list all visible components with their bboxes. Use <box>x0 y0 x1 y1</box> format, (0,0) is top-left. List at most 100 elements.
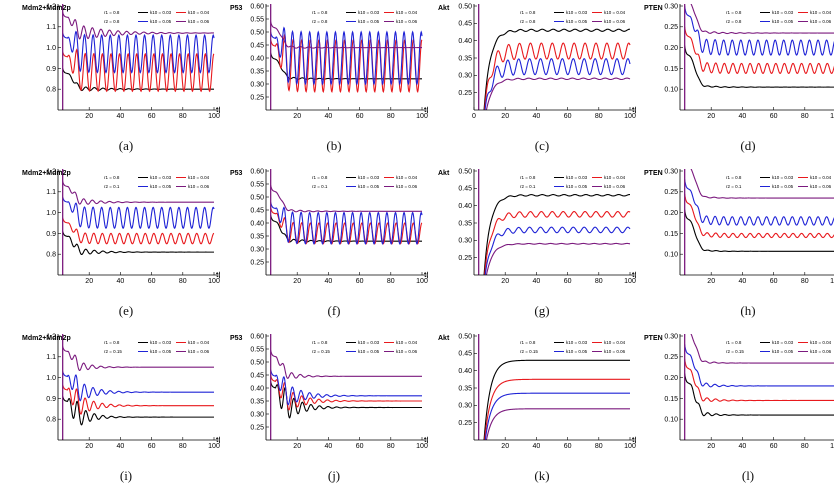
x-axis-label: t(h) <box>424 272 428 279</box>
x-tick-label: 60 <box>770 113 778 120</box>
legend-entry: r1 = 0.8 <box>104 175 120 180</box>
legend-entry: r2 = 0.1 <box>312 184 328 189</box>
x-tick-label: 100 <box>416 443 428 450</box>
x-tick-label: 20 <box>85 113 93 120</box>
y-tick-label: 0.35 <box>250 68 264 75</box>
y-tick-label: 0.20 <box>664 210 678 217</box>
x-tick-label: 20 <box>707 443 715 450</box>
panel-caption: (d) <box>740 138 755 153</box>
y-tick-label: 0.45 <box>458 186 472 193</box>
series-group <box>270 185 423 245</box>
x-tick-label: 20 <box>293 278 301 285</box>
legend-entry: r2 = 0.1 <box>104 184 120 189</box>
series-line-3 <box>484 226 631 275</box>
y-tick-label: 0.25 <box>458 420 472 427</box>
y-tick-label: 0.9 <box>46 396 56 403</box>
y-tick-label: 0.30 <box>664 168 678 175</box>
legend-entry: r1 = 0.8 <box>520 175 536 180</box>
chart-panel-d: 0.100.150.200.250.3020406080100PTENt(h)r… <box>644 3 834 153</box>
series-line-4 <box>485 242 631 275</box>
y-tick-label: 0.25 <box>250 424 264 431</box>
x-tick-label: 80 <box>179 443 187 450</box>
y-tick-label: 0.40 <box>458 38 472 45</box>
panel-caption: (j) <box>328 468 340 483</box>
x-tick-label: 100 <box>624 113 636 120</box>
series-line-1 <box>684 45 834 88</box>
y-axis-label: P53 <box>230 170 243 177</box>
panel-caption: (c) <box>535 138 549 153</box>
y-tick-label: 0.30 <box>458 73 472 80</box>
series-line-4 <box>690 169 834 199</box>
y-tick-label: 0.25 <box>250 259 264 266</box>
y-tick-label: 0.15 <box>664 396 678 403</box>
x-tick-label: 40 <box>117 113 125 120</box>
x-tick-label: 40 <box>533 278 541 285</box>
x-axis-label: t(h) <box>424 107 428 114</box>
y-tick-label: 0.50 <box>250 29 264 36</box>
x-tick-label: 20 <box>293 443 301 450</box>
y-tick-label: 1.1 <box>46 24 56 31</box>
y-tick-label: 0.50 <box>458 168 472 175</box>
y-tick-label: 0.10 <box>664 417 678 424</box>
x-tick-label: 0 <box>472 113 476 120</box>
x-tick-label: 60 <box>564 278 572 285</box>
legend-entry: k10 = 0.03 <box>358 175 380 180</box>
legend-entry: k10 = 0.06 <box>396 349 418 354</box>
chart-panel-h: 0.100.150.200.250.3020406080100PTENt(h)r… <box>644 168 834 318</box>
chart-panel-e: 0.8 0.9 1.0 1.1 1.2 20 40 60 80 100 Mdm2+Mdm2p t(h)… <box>22 168 220 318</box>
y-tick-label: 0.45 <box>250 372 264 379</box>
series-line-4 <box>62 12 215 40</box>
x-axis-label: t(h) <box>632 272 636 279</box>
x-axis-label: t(h) <box>632 437 636 444</box>
series-line-1 <box>483 194 631 275</box>
x-tick-label: 60 <box>564 113 572 120</box>
y-tick-label: 0.25 <box>664 189 678 196</box>
y-tick-label: 0.30 <box>664 333 678 340</box>
series-line-3 <box>484 392 630 440</box>
series-line-3 <box>684 5 834 56</box>
x-tick-label: 20 <box>293 113 301 120</box>
legend-entry: r1 = 0.8 <box>520 340 536 345</box>
series-group <box>270 350 422 419</box>
legend-entry: k10 = 0.04 <box>810 10 832 15</box>
legend-entry: k10 = 0.03 <box>772 175 794 180</box>
legend-entry: k10 = 0.04 <box>604 175 626 180</box>
y-tick-label: 1.1 <box>46 354 56 361</box>
y-tick-label: 0.25 <box>458 255 472 262</box>
series-group <box>684 169 834 252</box>
series-line-1 <box>483 28 631 110</box>
legend-entry: r2 = 0.8 <box>312 19 328 24</box>
x-tick-label: 100 <box>624 278 636 285</box>
y-tick-label: 0.25 <box>250 94 264 101</box>
legend-entry: k10 = 0.06 <box>604 184 626 189</box>
y-tick-label: 1.0 <box>46 210 56 217</box>
y-tick-label: 0.30 <box>250 246 264 253</box>
y-tick-label: 0.55 <box>250 346 264 353</box>
y-tick-label: 0.35 <box>458 385 472 392</box>
x-tick-label: 40 <box>739 278 747 285</box>
x-tick-label: 80 <box>801 113 809 120</box>
x-tick-label: 80 <box>387 278 395 285</box>
y-tick-label: 0.45 <box>250 42 264 49</box>
legend-entry: k10 = 0.04 <box>604 10 626 15</box>
legend-entry: k10 = 0.03 <box>566 10 588 15</box>
x-tick-label: 60 <box>148 443 156 450</box>
y-axis-label: Akt <box>438 170 450 177</box>
x-tick-label: 100 <box>830 443 834 450</box>
chart-panel-j: 0.25 0.30 0.35 0.40 0.45 0.50 0.55 0.60 20 40 60 80… <box>230 333 428 483</box>
y-tick-label: 1.2 <box>46 168 56 175</box>
series-group <box>684 4 834 88</box>
y-tick-label: 0.40 <box>250 385 264 392</box>
x-tick-label: 80 <box>179 278 187 285</box>
legend-entry: r2 = 0.1 <box>520 184 536 189</box>
x-tick-label: 40 <box>325 113 333 120</box>
series-line-4 <box>270 185 422 213</box>
x-tick-label: 100 <box>624 443 636 450</box>
y-tick-label: 0.60 <box>250 3 264 10</box>
series-line-3 <box>62 196 215 230</box>
legend-entry: k10 = 0.04 <box>396 340 418 345</box>
series-line-1 <box>483 359 630 440</box>
y-tick-label: 0.55 <box>250 16 264 23</box>
y-axis-label: PTEN <box>644 5 663 12</box>
